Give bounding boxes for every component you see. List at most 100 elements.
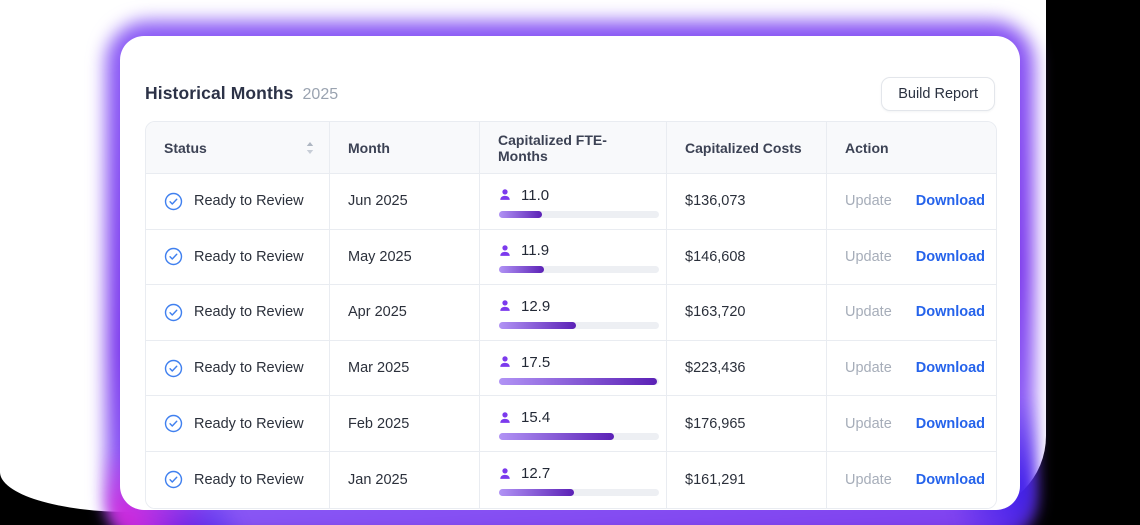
status-cell: Ready to Review: [146, 340, 330, 397]
person-icon: [500, 356, 510, 367]
cost-cell: $146,608: [667, 229, 827, 286]
month-cell: Mar 2025: [330, 340, 480, 397]
action-cell: Update Download: [827, 396, 996, 452]
fte-cell: 11.0: [480, 174, 667, 230]
update-button[interactable]: Update: [845, 193, 892, 210]
download-button[interactable]: Download: [915, 193, 986, 210]
status-cell: Ready to Review: [146, 451, 330, 508]
table-row: Ready to Review Apr 2025 12.9 $163,720 U…: [146, 285, 996, 341]
column-header-status[interactable]: Status: [146, 122, 330, 174]
status-cell: Ready to Review: [146, 229, 330, 286]
column-header-action: Action: [827, 122, 996, 174]
page-title: Historical Months: [145, 83, 294, 103]
person-icon: [500, 300, 510, 312]
month-cell: Jun 2025: [330, 174, 480, 230]
person-icon: [500, 189, 510, 201]
table-row: Ready to Review May 2025 11.9 $146,608 U…: [146, 229, 996, 286]
cost-cell: $161,291: [667, 451, 827, 508]
person-icon: [500, 467, 510, 479]
fte-value: 17.5: [521, 353, 551, 371]
fte-progress-track: [499, 266, 659, 274]
check-circle-icon: [164, 359, 183, 377]
download-button[interactable]: Download: [915, 248, 986, 265]
fte-value: 12.9: [521, 297, 551, 315]
status-label: Ready to Review: [194, 193, 304, 210]
title-wrap: Historical Months 2025: [145, 83, 338, 104]
historical-months-table: Status Month Capitalized FTE-Months Capi…: [145, 121, 997, 509]
historical-months-card: Historical Months 2025 Build Report Stat…: [120, 36, 1020, 510]
fte-progress-track: [499, 489, 659, 497]
fte-progress-track: [499, 321, 659, 329]
column-header-month: Month: [330, 122, 480, 174]
fte-cell: 17.5: [480, 340, 667, 397]
fte-progress-fill: [499, 489, 575, 497]
fte-cell: 12.9: [480, 285, 667, 341]
person-icon: [500, 411, 510, 423]
table-header-row: Status Month Capitalized FTE-Months Capi…: [146, 122, 996, 174]
column-header-fte: Capitalized FTE-Months: [480, 122, 667, 174]
status-label: Ready to Review: [194, 415, 304, 432]
download-button[interactable]: Download: [915, 304, 986, 321]
table-row: Ready to Review Mar 2025 17.5 $223,436 U…: [146, 340, 996, 397]
fte-value: 12.7: [521, 465, 551, 483]
status-label: Ready to Review: [194, 360, 304, 377]
fte-cell: 11.9: [480, 229, 667, 286]
update-button[interactable]: Update: [845, 471, 892, 488]
check-circle-icon: [164, 192, 183, 210]
action-cell: Update Download: [827, 451, 996, 508]
fte-progress-track: [499, 377, 659, 385]
action-cell: Update Download: [827, 340, 996, 397]
table-row: Ready to Review Jun 2025 11.0 $136,073 U…: [146, 174, 996, 230]
page-subtitle-year: 2025: [302, 86, 339, 103]
person-icon: [500, 245, 510, 256]
fte-progress-fill: [499, 433, 615, 441]
build-report-button[interactable]: Build Report: [881, 76, 995, 111]
month-cell: Apr 2025: [330, 285, 480, 341]
cost-cell: $136,073: [667, 174, 827, 230]
cost-cell: $176,965: [667, 396, 827, 452]
download-button[interactable]: Download: [915, 471, 986, 488]
download-button[interactable]: Download: [915, 415, 986, 432]
update-button[interactable]: Update: [845, 415, 892, 432]
cost-cell: $223,436: [667, 340, 827, 397]
fte-progress-fill: [499, 377, 658, 385]
status-cell: Ready to Review: [146, 174, 330, 230]
download-button[interactable]: Download: [915, 360, 986, 377]
status-label: Ready to Review: [194, 471, 304, 488]
fte-progress-fill: [499, 210, 543, 218]
month-cell: Feb 2025: [330, 396, 480, 452]
fte-cell: 15.4: [480, 396, 667, 452]
check-circle-icon: [164, 471, 183, 489]
check-circle-icon: [164, 414, 183, 433]
card-header: Historical Months 2025 Build Report: [145, 36, 995, 121]
fte-progress-track: [499, 210, 659, 218]
sort-icon[interactable]: [305, 141, 315, 155]
action-cell: Update Download: [827, 229, 996, 286]
cost-cell: $163,720: [667, 285, 827, 341]
update-button[interactable]: Update: [845, 248, 892, 265]
fte-progress-track: [499, 433, 659, 441]
check-circle-icon: [164, 248, 183, 266]
column-header-status-label: Status: [164, 139, 207, 156]
update-button[interactable]: Update: [845, 304, 892, 321]
status-cell: Ready to Review: [146, 396, 330, 452]
fte-value: 11.0: [521, 186, 550, 204]
action-cell: Update Download: [827, 285, 996, 341]
column-header-costs: Capitalized Costs: [667, 122, 827, 174]
status-label: Ready to Review: [194, 248, 304, 265]
fte-value: 11.9: [521, 242, 550, 260]
fte-progress-fill: [499, 321, 576, 329]
action-cell: Update Download: [827, 174, 996, 230]
fte-cell: 12.7: [480, 451, 667, 508]
month-cell: May 2025: [330, 229, 480, 286]
month-cell: Jan 2025: [330, 451, 480, 508]
check-circle-icon: [164, 303, 183, 322]
fte-value: 15.4: [521, 409, 551, 427]
table-row: Ready to Review Feb 2025 15.4 $176,965 U…: [146, 396, 996, 452]
status-cell: Ready to Review: [146, 285, 330, 341]
update-button[interactable]: Update: [845, 360, 892, 377]
table-row: Ready to Review Jan 2025 12.7 $161,291 U…: [146, 451, 996, 508]
status-label: Ready to Review: [194, 304, 304, 321]
fte-progress-fill: [499, 266, 544, 274]
